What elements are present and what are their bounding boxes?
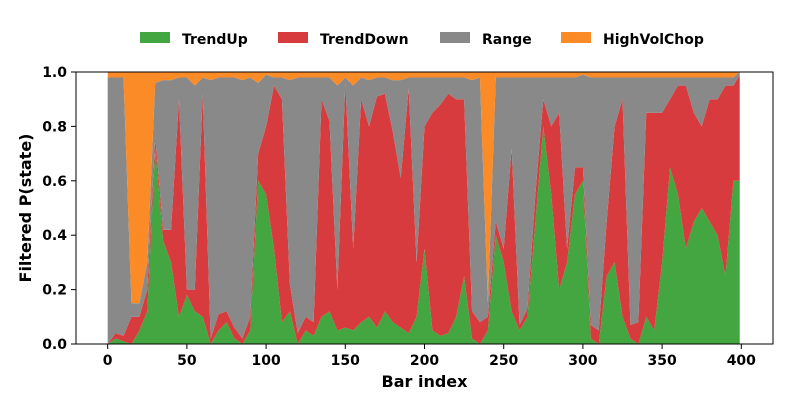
- x-axis-label: Bar index: [382, 372, 469, 391]
- legend-swatch-trendup: [140, 32, 170, 43]
- x-tick-label: 0: [103, 353, 113, 369]
- y-axis-label: Filtered P(state): [16, 134, 35, 283]
- y-tick-label: 0.2: [42, 283, 67, 299]
- legend-swatch-highvolchop: [561, 32, 591, 43]
- area-range: [107, 72, 740, 344]
- legend-label-highvolchop: HighVolChop: [603, 32, 704, 48]
- x-axis-ticks: 0 50 100 150 200 250 300 350 400: [103, 344, 756, 369]
- plot-areas: [107, 72, 740, 345]
- legend: TrendUp TrendDown Range HighVolChop: [140, 32, 704, 48]
- area-trenddown: [107, 74, 740, 344]
- legend-label-trendup: TrendUp: [182, 32, 248, 48]
- y-tick-label: 0.6: [42, 174, 67, 190]
- x-tick-label: 400: [727, 353, 756, 369]
- legend-label-trenddown: TrendDown: [320, 32, 409, 48]
- x-tick-label: 350: [647, 353, 676, 369]
- x-tick-label: 200: [410, 353, 439, 369]
- y-axis-ticks: 0.0 0.2 0.4 0.6 0.8 1.0: [42, 65, 76, 353]
- legend-label-range: Range: [482, 32, 532, 48]
- y-tick-label: 0.0: [42, 337, 67, 353]
- legend-swatch-trenddown: [278, 32, 308, 43]
- legend-swatch-range: [440, 32, 470, 43]
- x-tick-label: 300: [568, 353, 597, 369]
- x-tick-label: 250: [489, 353, 518, 369]
- y-tick-label: 0.8: [42, 119, 67, 135]
- x-tick-label: 100: [251, 353, 280, 369]
- x-tick-label: 150: [331, 353, 360, 369]
- y-tick-label: 0.4: [42, 228, 67, 244]
- y-tick-label: 1.0: [42, 65, 67, 81]
- area-trendup: [107, 126, 740, 345]
- x-tick-label: 50: [177, 353, 197, 369]
